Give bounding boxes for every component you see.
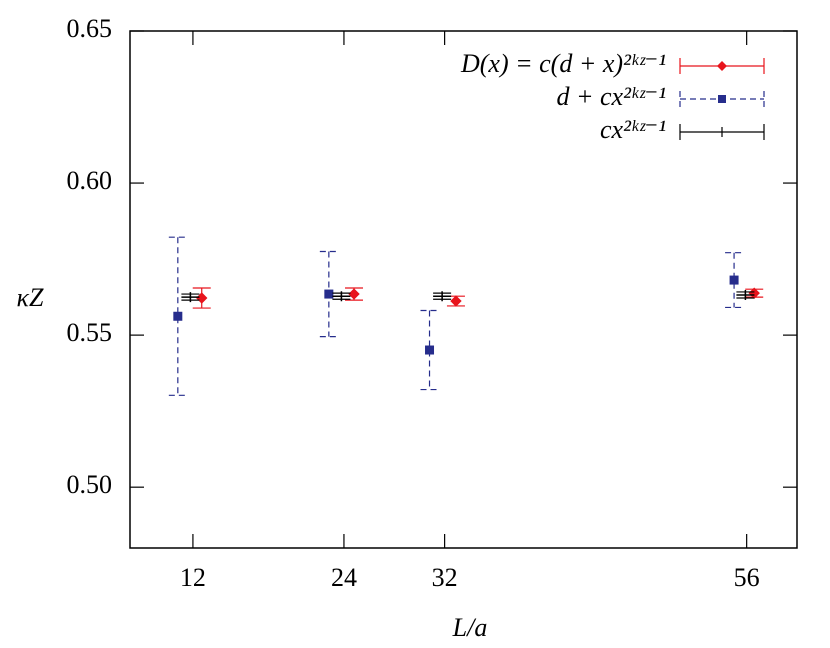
legend-label: d + cx²ᵏᶻ⁻¹	[556, 82, 666, 111]
x-tick-label: 12	[180, 563, 206, 592]
x-axis-label: L/a	[452, 613, 488, 642]
point	[450, 295, 462, 307]
error-bar	[420, 309, 439, 391]
point	[181, 292, 200, 303]
point	[173, 311, 183, 321]
point	[324, 289, 334, 299]
legend-label: D(x) = c(d + x)²ᵏᶻ⁻¹	[460, 49, 666, 78]
point	[736, 289, 755, 300]
y-tick-label: 0.50	[67, 470, 113, 499]
plot-frame	[129, 30, 798, 549]
x-tick-label: 24	[331, 563, 357, 592]
legend-label: cx²ᵏᶻ⁻¹	[600, 115, 666, 144]
legend-marker	[717, 61, 727, 71]
y-axis-label: κZ	[17, 283, 44, 312]
y-tick-label: 0.65	[67, 14, 113, 43]
point	[729, 275, 739, 285]
y-tick-label: 0.55	[67, 318, 113, 347]
error-bar	[725, 252, 744, 309]
x-tick-label: 56	[734, 563, 760, 592]
y-tick-label: 0.60	[67, 166, 113, 195]
legend-marker	[718, 95, 726, 103]
error-bar	[168, 236, 187, 396]
x-tick-label: 32	[432, 563, 458, 592]
point	[332, 291, 351, 302]
point	[425, 345, 435, 355]
point	[348, 288, 360, 300]
point	[433, 291, 452, 302]
